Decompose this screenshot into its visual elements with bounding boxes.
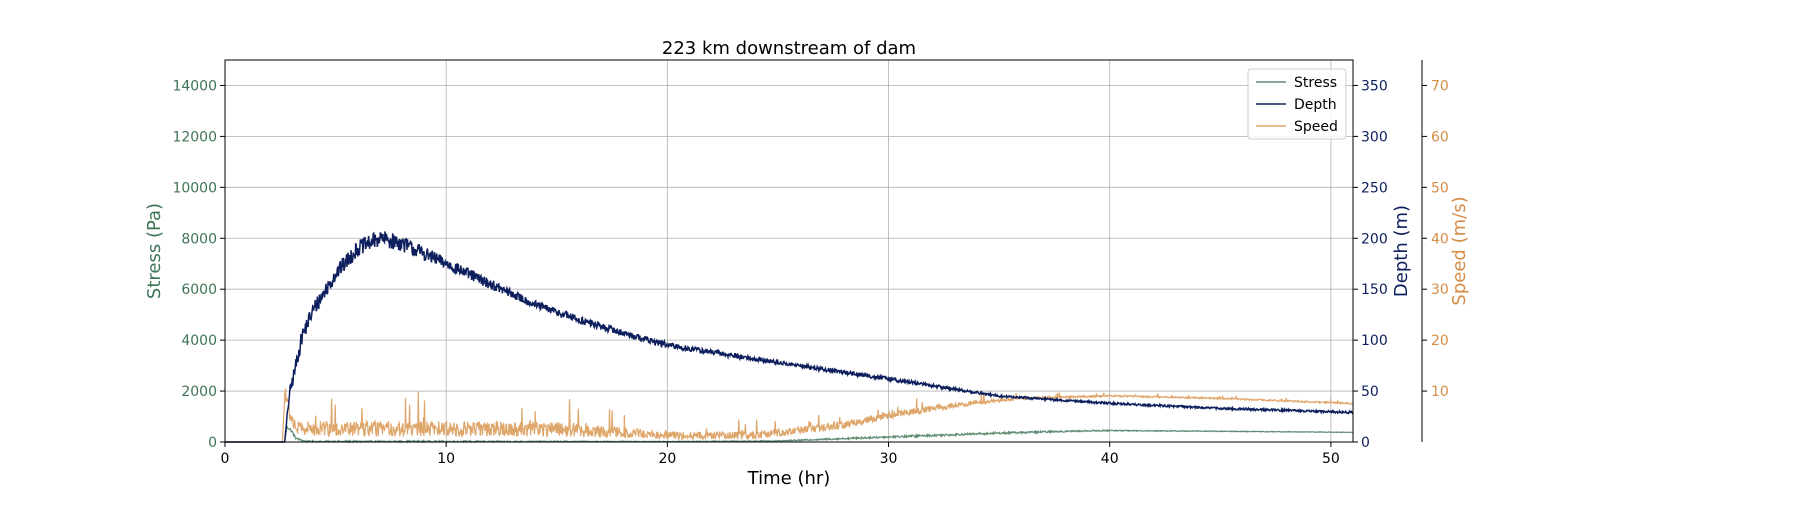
y-right1-tick-label: 100 xyxy=(1361,333,1388,349)
legend: Stress Depth Speed xyxy=(1247,68,1347,140)
y-left-tick-label: 0 xyxy=(208,435,217,451)
legend-box xyxy=(1247,68,1347,140)
y-right2-tick-label: 60 xyxy=(1431,129,1449,145)
y-right1-tick-label: 350 xyxy=(1361,78,1388,94)
x-tick-label: 50 xyxy=(1322,451,1340,467)
chart-title: 223 km downstream of dam xyxy=(662,38,916,59)
axes-layer: 0 10 20 30 40 5002000400060008000100001200014… xyxy=(172,60,1449,467)
y-axis-right1-label: Depth (m) xyxy=(1391,205,1412,297)
legend-label-speed: Speed xyxy=(1294,119,1338,135)
series-line-speed xyxy=(225,387,1354,443)
x-axis-label: Time (hr) xyxy=(747,468,831,489)
y-right1-tick-label: 200 xyxy=(1361,231,1388,247)
y-right1-tick-label: 150 xyxy=(1361,282,1388,298)
series-line-depth xyxy=(225,231,1354,443)
y-right1-tick-label: 0 xyxy=(1361,435,1370,451)
y-left-tick-label: 2000 xyxy=(181,384,217,400)
x-tick-label: 40 xyxy=(1101,451,1119,467)
y-right1-tick-label: 250 xyxy=(1361,180,1388,196)
series-line-stress xyxy=(225,425,1354,444)
legend-label-stress: Stress xyxy=(1294,75,1337,91)
y-right2-tick-label: 70 xyxy=(1431,78,1449,94)
y-left-tick-label: 4000 xyxy=(181,333,217,349)
y-left-tick-label: 10000 xyxy=(172,180,217,196)
y-axis-right2-label: Speed (m/s) xyxy=(1449,196,1470,305)
y-axis-left-label: Stress (Pa) xyxy=(144,203,165,299)
y-left-tick-label: 14000 xyxy=(172,78,217,94)
y-right2-tick-label: 20 xyxy=(1431,333,1449,349)
x-tick-label: 0 xyxy=(221,451,230,467)
legend-label-depth: Depth xyxy=(1294,97,1337,113)
y-left-tick-label: 6000 xyxy=(181,282,217,298)
y-right2-tick-label: 40 xyxy=(1431,231,1449,247)
y-right2-tick-label: 50 xyxy=(1431,180,1449,196)
x-tick-label: 10 xyxy=(437,451,455,467)
x-tick-label: 30 xyxy=(880,451,898,467)
y-right1-tick-label: 50 xyxy=(1361,384,1379,400)
y-left-tick-label: 8000 xyxy=(181,231,217,247)
y-right1-tick-label: 300 xyxy=(1361,129,1388,145)
y-right2-tick-label: 30 xyxy=(1431,282,1449,298)
plot-frame xyxy=(224,59,1354,443)
y-right2-tick-label: 10 xyxy=(1431,384,1449,400)
x-tick-label: 20 xyxy=(658,451,676,467)
series-layer xyxy=(225,231,1354,444)
y-left-tick-label: 12000 xyxy=(172,129,217,145)
grid-lines xyxy=(224,60,1353,443)
